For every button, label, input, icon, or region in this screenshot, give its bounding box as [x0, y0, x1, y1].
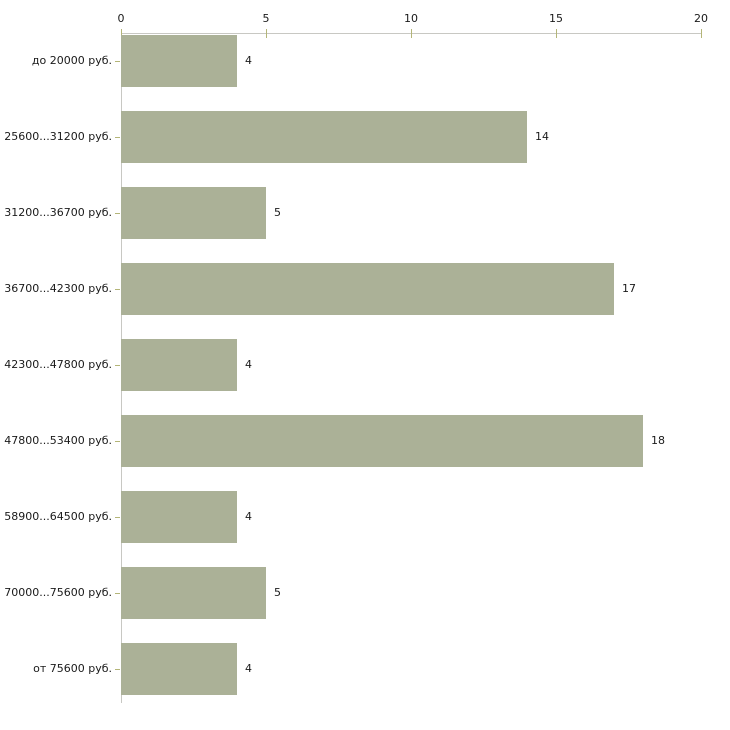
bar: [121, 567, 266, 619]
value-label: 17: [622, 282, 636, 295]
value-label: 5: [274, 206, 281, 219]
value-label: 14: [535, 130, 549, 143]
x-axis-tick: [266, 29, 267, 38]
bar: [121, 491, 237, 543]
y-axis-tick: [115, 289, 120, 290]
y-axis-tick: [115, 61, 120, 62]
bar: [121, 339, 237, 391]
value-label: 4: [245, 510, 252, 523]
value-label: 4: [245, 358, 252, 371]
x-axis-tick-label: 15: [549, 12, 563, 25]
y-axis-tick: [115, 593, 120, 594]
x-axis-tick-label: 10: [404, 12, 418, 25]
y-axis-tick: [115, 213, 120, 214]
y-axis-tick: [115, 517, 120, 518]
value-label: 4: [245, 662, 252, 675]
category-label: 25600...31200 руб.: [4, 130, 112, 143]
y-axis-tick: [115, 441, 120, 442]
bar: [121, 187, 266, 239]
category-label: 47800...53400 руб.: [4, 434, 112, 447]
y-axis-tick: [115, 365, 120, 366]
bar: [121, 263, 614, 315]
x-axis-tick: [121, 29, 122, 38]
category-label: 42300...47800 руб.: [4, 358, 112, 371]
x-axis-tick: [556, 29, 557, 38]
value-label: 18: [651, 434, 665, 447]
bar: [121, 111, 527, 163]
y-axis-tick: [115, 669, 120, 670]
x-axis-tick-label: 5: [262, 12, 270, 25]
category-label: 58900...64500 руб.: [4, 510, 112, 523]
category-label: до 20000 руб.: [31, 54, 112, 67]
x-axis-tick: [701, 29, 702, 38]
category-label: 70000...75600 руб.: [4, 586, 112, 599]
x-axis-tick-label: 20: [694, 12, 708, 25]
category-label: 31200...36700 руб.: [4, 206, 112, 219]
x-axis-tick-label: 0: [117, 12, 125, 25]
bar: [121, 415, 643, 467]
x-axis-tick: [411, 29, 412, 38]
value-label: 4: [245, 54, 252, 67]
y-axis-tick: [115, 137, 120, 138]
bar: [121, 35, 237, 87]
category-label: 36700...42300 руб.: [4, 282, 112, 295]
bar: [121, 643, 237, 695]
value-label: 5: [274, 586, 281, 599]
category-label: от 75600 руб.: [33, 662, 112, 675]
